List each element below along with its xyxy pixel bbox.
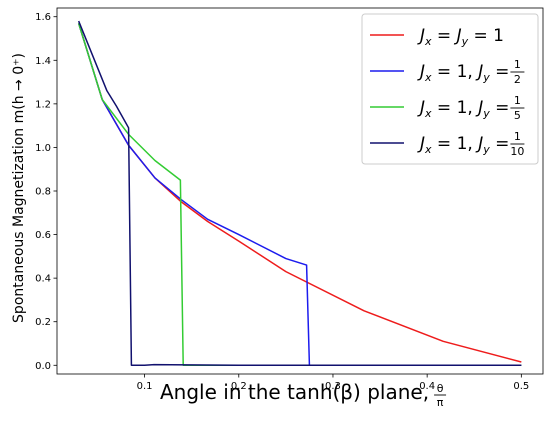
y-tick-label: 1.2	[35, 99, 51, 110]
y-tick-label: 0.6	[35, 230, 51, 241]
legend-label: Jx = 1, Jy =	[417, 134, 509, 156]
x-axis-label-frac-den: π	[437, 396, 444, 409]
legend-item-4: Jx = 1, Jy = 1 10	[370, 130, 525, 158]
x-tick-label: 0.4	[419, 381, 435, 392]
legend-frac-num: 1	[514, 94, 521, 107]
y-axis-ticks: 0.0 0.2 0.4 0.6 0.8 1.0 1.2 1.4 1.6	[35, 12, 57, 372]
x-axis-label-frac-num: θ	[437, 382, 444, 395]
legend-item-1: Jx = Jy = 1	[370, 26, 504, 48]
legend-item-2: Jx = 1, Jy = 1 2	[370, 58, 525, 86]
legend-label: Jx = Jy = 1	[417, 26, 504, 48]
y-tick-label: 1.0	[35, 143, 51, 154]
y-tick-label: 1.4	[35, 56, 51, 67]
x-axis-ticks: 0.1 0.2 0.3 0.4 0.5	[137, 374, 529, 392]
legend-frac-den: 5	[514, 109, 521, 122]
legend-box	[361, 13, 539, 165]
legend-label: Jx = 1, Jy =	[417, 62, 509, 84]
legend-frac-num: 1	[514, 130, 521, 143]
legend-label: Jx = 1, Jy =	[417, 98, 509, 120]
legend-frac-den: 10	[510, 145, 524, 158]
series-line-4	[77, 20, 522, 367]
y-tick-label: 0.4	[35, 274, 51, 285]
x-tick-label: 0.5	[513, 381, 529, 392]
x-tick-label: 0.1	[137, 381, 153, 392]
y-axis-label: Spontaneous Magnetization m(h → 0⁺)	[11, 53, 27, 323]
y-tick-label: 1.6	[35, 12, 51, 23]
y-tick-label: 0.2	[35, 317, 51, 328]
y-tick-label: 0.0	[35, 361, 51, 372]
x-axis-label: Angle in the tanh(β) plane,	[160, 380, 429, 404]
plot-lines	[77, 20, 522, 367]
x-tick-label: 0.3	[325, 381, 341, 392]
y-tick-label: 0.8	[35, 187, 51, 198]
x-tick-label: 0.2	[231, 381, 247, 392]
legend-frac-num: 1	[514, 58, 521, 71]
legend-item-3: Jx = 1, Jy = 1 5	[370, 94, 525, 122]
legend-frac-den: 2	[514, 73, 521, 86]
